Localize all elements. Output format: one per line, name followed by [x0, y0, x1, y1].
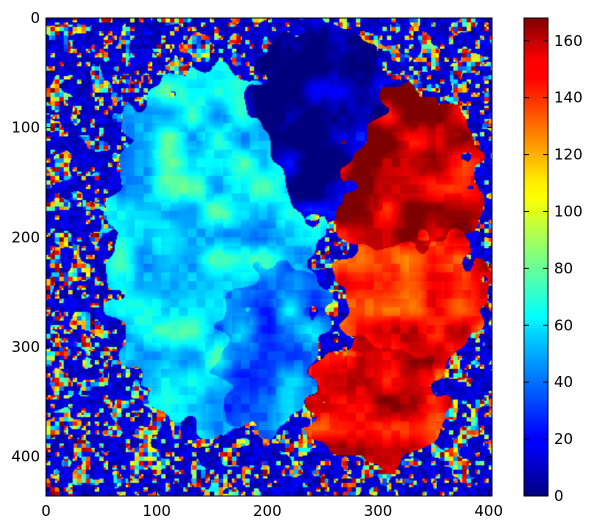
y-tick-label: 100 [11, 119, 40, 137]
colorbar-tick-label: 20 [554, 430, 573, 448]
colorbar-gradient [523, 17, 549, 497]
y-tick-label: 0 [30, 9, 40, 27]
colorbar-tick-label: 40 [554, 373, 573, 391]
x-tick-label: 300 [364, 502, 393, 520]
colorbar-tick-label: 60 [554, 316, 573, 334]
colorbar-ticks: 0 20 40 60 80 100 120 140 160 [524, 32, 583, 505]
x-axis: 0 100 200 300 400 [41, 18, 503, 520]
colorbar-tick-label: 100 [554, 202, 583, 220]
colorbar-tick-label: 120 [554, 146, 583, 164]
x-tick-label: 0 [41, 502, 51, 520]
y-tick-label: 200 [11, 228, 40, 246]
x-tick-label: 400 [474, 502, 503, 520]
plot-frame [45, 17, 493, 497]
y-tick-label: 300 [11, 338, 40, 356]
colorbar-tick-label: 0 [554, 487, 564, 505]
colorbar-tick-label: 160 [554, 32, 583, 50]
heatmap-plot-area [45, 17, 493, 497]
colorbar-tick-label: 140 [554, 89, 583, 107]
x-tick-label: 100 [142, 502, 171, 520]
colorbar-tick-label: 80 [554, 259, 573, 277]
y-axis: 0 100 200 300 400 [11, 9, 492, 466]
heatmap-image [46, 18, 492, 496]
x-tick-label: 200 [253, 502, 282, 520]
colorbar: 0 20 40 60 80 100 120 140 160 [523, 17, 583, 505]
y-tick-label: 400 [11, 448, 40, 466]
